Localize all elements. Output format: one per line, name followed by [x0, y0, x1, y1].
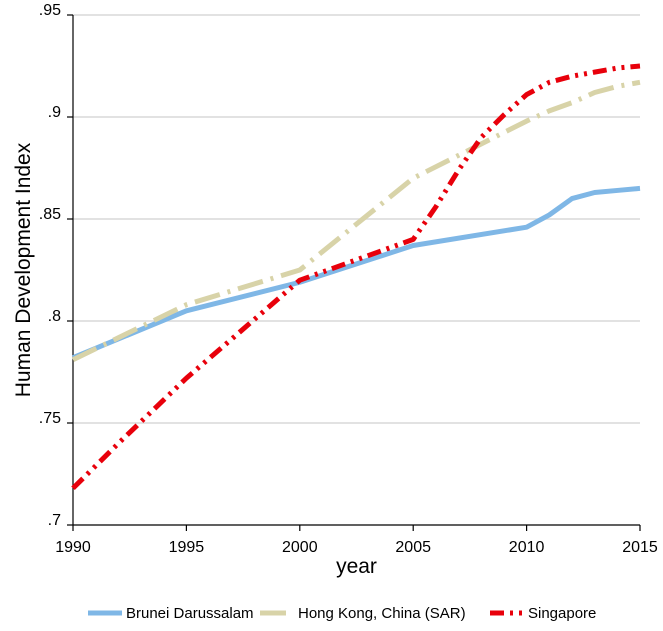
series-lines: [71, 63, 641, 491]
legend-label-hong-kong: Hong Kong, China (SAR): [298, 605, 466, 622]
y-tick-label: .7: [48, 512, 61, 529]
legend: Brunei Darussalam Hong Kong, China (SAR)…: [88, 605, 596, 622]
y-axis-title: Human Development Index: [12, 142, 35, 397]
x-tick-label: 1995: [169, 539, 205, 556]
y-tick-label: .75: [39, 410, 61, 427]
y-tick-label: .85: [39, 206, 61, 223]
x-tick-label: 2010: [509, 539, 545, 556]
x-axis-title: year: [336, 555, 377, 578]
legend-label-singapore: Singapore: [528, 605, 596, 622]
series-line-hong-kong-china-sar: [71, 79, 641, 363]
x-tick-label: 2015: [622, 539, 658, 556]
series-line-brunei-darussalam: [72, 185, 641, 361]
legend-label-brunei: Brunei Darussalam: [126, 605, 254, 622]
series-line-singapore: [71, 63, 641, 491]
axes: [72, 15, 640, 526]
x-tick-label: 2005: [395, 539, 431, 556]
gridlines: [73, 14, 640, 424]
tick-labels: 1990 1995 2000 2005 2010 2015 .7 .75 .8 .85 .9 .95: [39, 2, 658, 556]
y-tick-label: .9: [48, 104, 61, 121]
y-tick-label: .8: [48, 308, 61, 325]
x-tick-label: 1990: [55, 539, 91, 556]
x-tick-label: 2000: [282, 539, 318, 556]
y-tick-label: .95: [39, 2, 61, 19]
